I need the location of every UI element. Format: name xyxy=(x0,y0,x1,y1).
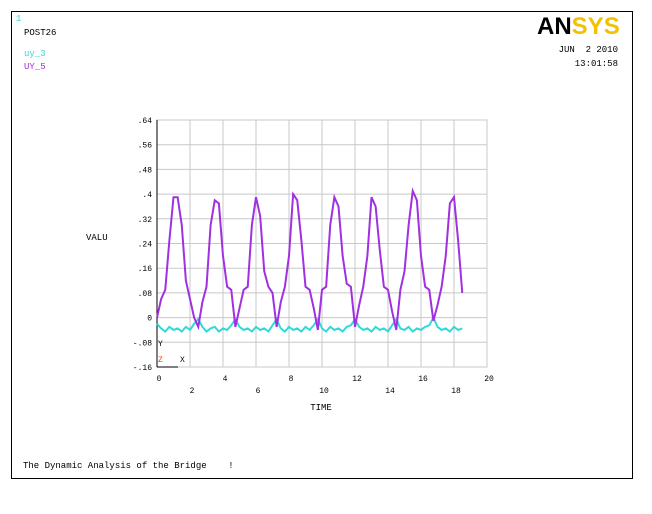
x-tick-label: 8 xyxy=(289,375,294,384)
window-number: 1 xyxy=(16,14,21,24)
x-tick-label: 12 xyxy=(352,375,362,384)
x-tick-label: 18 xyxy=(451,387,461,396)
plot: .64 .56 .48 .4 .32 .24 .16 .08 0 -.08 -.16 0 2 4 6 8 10 1… xyxy=(86,117,494,413)
triad-label: Z xyxy=(158,356,163,365)
x-axis-label: TIME xyxy=(310,403,332,413)
triad-label: Y xyxy=(158,340,163,349)
x-tick-label: 16 xyxy=(418,375,428,384)
x-tick-label: 4 xyxy=(223,375,228,384)
time: 13:01:58 xyxy=(575,59,618,69)
y-tick-label: .24 xyxy=(138,241,153,250)
program-label: POST26 xyxy=(24,28,56,38)
y-tick-label: .64 xyxy=(138,117,153,126)
y-tick-label: .48 xyxy=(138,166,153,175)
y-axis-label: VALU xyxy=(86,233,108,243)
y-tick-label: -.16 xyxy=(133,364,152,373)
x-tick-label: 14 xyxy=(385,387,395,396)
triad: Y Z X xyxy=(156,340,185,368)
y-tick-label: .32 xyxy=(138,216,153,225)
x-tick-label: 2 xyxy=(190,387,195,396)
legend-entry: UY_5 xyxy=(24,62,46,72)
x-tick-label: 0 xyxy=(157,375,162,384)
y-tick-label: .56 xyxy=(138,142,153,151)
y-tick-label: .4 xyxy=(142,191,152,200)
data-line xyxy=(156,315,463,333)
logo-part: AN xyxy=(537,13,572,40)
logo-part: SYS xyxy=(572,13,620,40)
x-tick-label: 20 xyxy=(484,375,494,384)
footer-title: The Dynamic Analysis of the Bridge ! xyxy=(23,461,234,471)
data-line xyxy=(156,187,464,331)
x-tick-label: 6 xyxy=(256,387,261,396)
x-tick-label: 10 xyxy=(319,387,329,396)
date: JUN 2 2010 xyxy=(559,45,618,55)
triad-label: X xyxy=(180,356,185,365)
y-tick-label: -.08 xyxy=(133,339,152,348)
y-tick-label: 0 xyxy=(147,315,152,324)
legend-entry: uy_3 xyxy=(24,49,46,59)
y-tick-label: .16 xyxy=(138,265,153,274)
y-tick-label: .08 xyxy=(138,290,153,299)
logo: ANSYS xyxy=(537,13,620,40)
